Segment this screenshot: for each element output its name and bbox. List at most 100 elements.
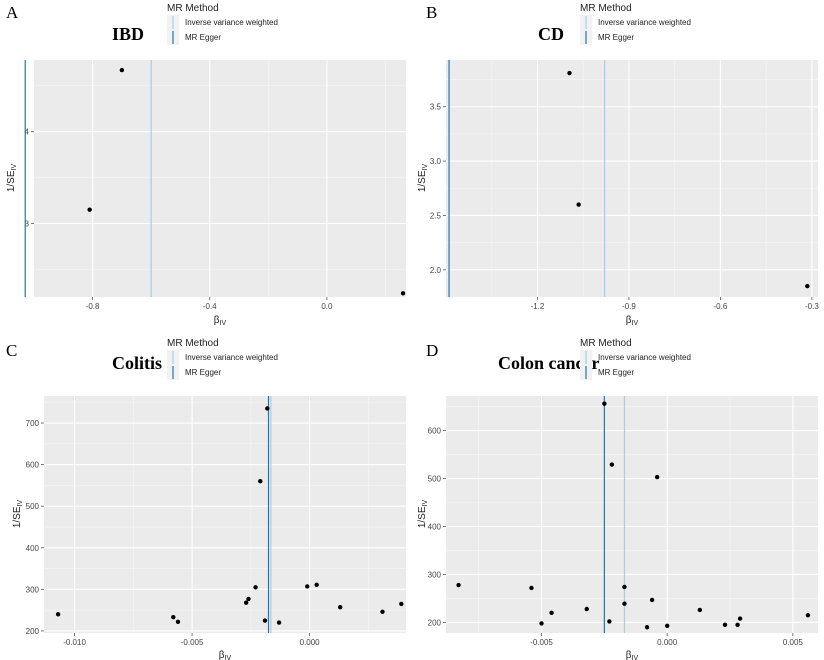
legend: MR Method Inverse variance weighted MR Egg… [167, 3, 278, 45]
data-point [722, 622, 728, 628]
y-axis-label: 1/SEIV [12, 500, 24, 529]
x-tick-label: -0.010 [63, 638, 86, 647]
y-tick-label: 200 [26, 627, 40, 636]
data-point [399, 601, 404, 607]
data-point [253, 585, 258, 590]
x-tick-label: 0.000 [657, 638, 678, 647]
y-tick-label: 2.5 [430, 211, 442, 220]
legend-entry: Inverse variance weighted [598, 353, 691, 362]
y-tick-label: 300 [428, 570, 442, 579]
legend-entry: MR Egger [598, 368, 634, 377]
x-tick-label: 0.000 [300, 638, 321, 647]
legend-entry: MR Egger [185, 33, 221, 42]
legend-title: MR Method [580, 3, 632, 14]
panel-title: Colon cancer [498, 353, 599, 373]
data-point [258, 479, 263, 484]
data-point [305, 584, 310, 589]
data-point [644, 625, 650, 630]
legend-entry: Inverse variance weighted [185, 353, 278, 362]
legend-title: MR Method [580, 338, 632, 349]
panel-letter: C [6, 341, 17, 360]
legend-entry: MR Egger [185, 368, 221, 377]
data-point [171, 615, 176, 620]
y-axis-label: 1/SEIV [417, 164, 429, 193]
x-axis-label: βIV [626, 315, 639, 327]
data-point [622, 584, 627, 590]
x-tick-label: -1.2 [531, 302, 545, 311]
panel-d: D Colon cancer MR Method Inverse variance w… [417, 338, 818, 660]
data-point [529, 585, 534, 591]
data-point [649, 597, 655, 603]
legend-title: MR Method [167, 338, 219, 349]
data-point [337, 605, 343, 610]
x-axis-label: βIV [219, 650, 232, 660]
plot-background [44, 396, 406, 633]
y-tick-label: 600 [428, 427, 442, 436]
data-point [262, 618, 268, 623]
y-tick-label: 2.0 [430, 266, 442, 275]
data-point [314, 582, 319, 587]
data-point [87, 207, 92, 212]
data-point [243, 600, 249, 605]
plot-background [446, 396, 818, 633]
data-point [654, 474, 660, 480]
y-tick-label: 3 [25, 220, 30, 229]
data-point [576, 202, 581, 207]
data-point [567, 70, 572, 76]
data-point [246, 596, 251, 602]
x-tick-label: 0.0 [321, 302, 333, 311]
legend: MR Method Inverse variance weighted MR Egg… [580, 338, 691, 380]
data-point [55, 612, 61, 617]
y-tick-label: 700 [26, 419, 40, 428]
panel-c: C Colitis MR Method Inverse variance weight… [6, 338, 406, 660]
plot-background [446, 60, 818, 297]
panel-title: IBD [112, 24, 144, 44]
data-point [265, 406, 270, 411]
legend-entry: Inverse variance weighted [598, 18, 691, 27]
panel-letter: A [6, 3, 19, 22]
data-point [400, 291, 406, 296]
panel-letter: B [426, 3, 437, 22]
legend: MR Method Inverse variance weighted MR Egg… [167, 338, 278, 380]
x-axis-label: βIV [626, 650, 639, 660]
legend-entry: Inverse variance weighted [185, 18, 278, 27]
data-point [664, 623, 670, 629]
plot-background [34, 60, 406, 297]
data-point [607, 619, 612, 624]
y-tick-label: 600 [26, 461, 40, 470]
y-tick-label: 400 [428, 522, 442, 531]
data-point [539, 621, 544, 626]
y-tick-label: 3.5 [430, 103, 442, 112]
y-tick-label: 500 [428, 475, 442, 484]
x-tick-label: -0.4 [203, 302, 217, 311]
data-point [805, 283, 810, 289]
x-tick-label: -0.6 [714, 302, 728, 311]
data-point [119, 67, 125, 73]
y-tick-label: 300 [26, 585, 40, 594]
y-axis-label: 1/SEIV [6, 164, 18, 193]
data-point [805, 613, 811, 618]
data-point [609, 462, 615, 467]
x-tick-label: 0.005 [783, 638, 804, 647]
x-axis-label: βIV [214, 315, 227, 327]
y-tick-label: 400 [26, 544, 40, 553]
data-point [602, 401, 607, 406]
data-point [175, 619, 181, 624]
legend-entry: MR Egger [598, 33, 634, 42]
x-tick-label: -0.3 [805, 302, 819, 311]
x-tick-label: -0.9 [622, 302, 636, 311]
data-point [584, 606, 589, 612]
y-tick-label: 4 [25, 128, 30, 137]
x-tick-label: -0.005 [530, 638, 553, 647]
data-point [456, 582, 461, 588]
data-point [697, 607, 703, 613]
y-tick-label: 3.0 [430, 157, 442, 166]
data-point [380, 609, 385, 614]
legend: MR Method Inverse variance weighted MR Egg… [580, 3, 691, 45]
panel-title: CD [538, 24, 564, 44]
y-tick-label: 200 [428, 618, 442, 627]
panel-letter: D [426, 341, 438, 360]
data-point [549, 610, 554, 616]
